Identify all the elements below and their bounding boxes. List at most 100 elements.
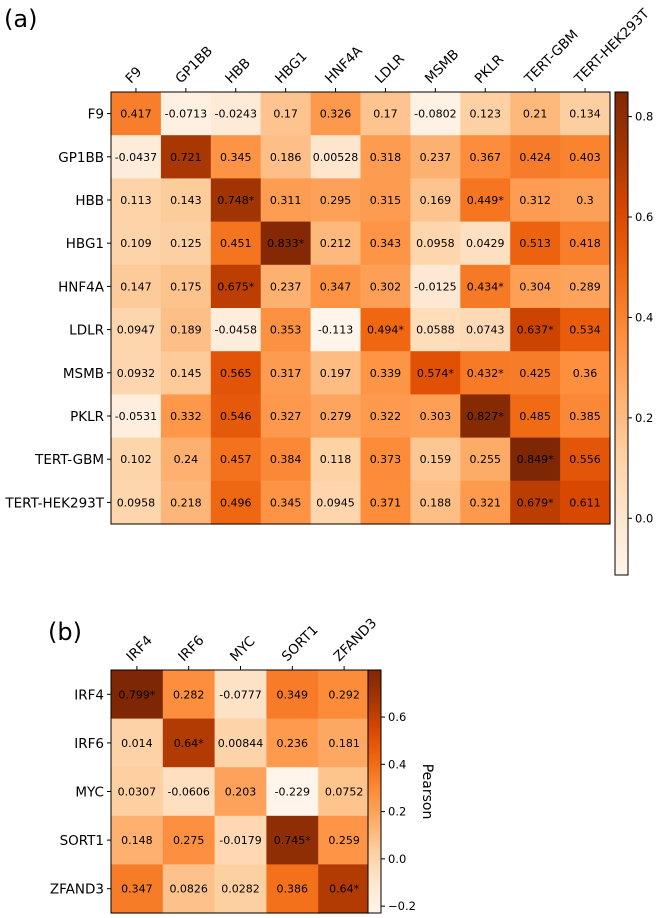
cell-value-label: 0.186 (270, 151, 302, 164)
x-tick-label: LDLR (372, 51, 408, 87)
heatmap-cell (410, 308, 461, 352)
heatmap-cell (210, 480, 262, 525)
heatmap-cell (111, 480, 162, 525)
cell-value-label: 0.014 (121, 737, 153, 750)
heatmap-cell (160, 221, 212, 266)
heatmap-cell (318, 767, 371, 817)
cell-value-label: 0.384 (270, 453, 302, 466)
cell-value-label: 0.0945 (316, 496, 355, 509)
heatmap-cell (260, 308, 312, 352)
cell-value-label: 0.451 (220, 237, 252, 250)
heatmap-cell (460, 92, 511, 136)
cell-value-label: 0.637* (517, 324, 554, 337)
cell-value-label: 0.148 (121, 834, 153, 847)
colorbar-panel-a: 0.00.20.40.60.8Pearson (614, 91, 667, 576)
heatmap-cell (266, 718, 319, 768)
heatmap-cell (360, 221, 411, 266)
heatmap-cell (510, 92, 561, 136)
heatmap-cell (162, 815, 216, 865)
cell-value-label: 0.345 (270, 496, 302, 509)
heatmap-cell (560, 92, 611, 136)
heatmap-cell (360, 351, 411, 395)
heatmap-cell (260, 135, 312, 179)
heatmap-cell (560, 480, 611, 525)
heatmap-cell (111, 394, 162, 439)
cell-value-label: -0.0777 (219, 688, 261, 701)
x-tick-label: MYC (227, 633, 259, 665)
heatmap-cell (310, 135, 362, 179)
cell-value-label: 0.675* (217, 280, 254, 293)
heatmap-cell (460, 178, 511, 223)
cell-value-label: 0.327 (270, 410, 302, 423)
y-tick-label: PKLR (70, 409, 104, 425)
cell-value-label: 0.292 (328, 688, 360, 701)
cell-value-label: 0.347 (121, 883, 153, 896)
colorbar-tick-label: 0.8 (635, 110, 653, 124)
heatmap-panel-b: 0.799* 0.282 -0.0777 0.349 0.292 0.014 0.64* 0.… (50, 615, 381, 914)
heatmap-cell (560, 394, 611, 439)
heatmap-cell (310, 351, 362, 395)
cell-value-label: 0.496 (220, 496, 252, 509)
heatmap-cell (260, 178, 312, 223)
cell-value-label: 0.546 (220, 410, 252, 423)
x-tick-label: MSMB (422, 46, 462, 86)
heatmap-cell (111, 437, 162, 482)
cell-value-label: 0.175 (170, 280, 202, 293)
heatmap-cell (260, 351, 312, 395)
cell-value-label: 0.236 (277, 737, 309, 750)
cell-value-label: 0.134 (569, 108, 601, 121)
x-tick-label: HBB (222, 55, 254, 87)
heatmap-cell (310, 480, 362, 525)
heatmap-cell (360, 92, 411, 136)
y-tick-label: MSMB (63, 366, 104, 382)
heatmap-cell (410, 394, 461, 439)
heatmap-cell (260, 394, 312, 439)
x-tick-label: ZFAND3 (331, 615, 381, 665)
cell-value-label: 0.353 (270, 324, 302, 337)
heatmap-cell (318, 718, 371, 768)
y-tick-label: GP1BB (58, 150, 104, 166)
panel-label-b: (b) (48, 618, 82, 646)
cell-value-label: 0.203 (225, 786, 257, 799)
heatmap-cell (510, 221, 561, 266)
cell-value-label: 0.679* (517, 496, 554, 509)
heatmap-cell (410, 351, 461, 395)
x-tick-label: SORT1 (279, 622, 322, 665)
cell-value-label: 0.255 (470, 453, 502, 466)
cell-value-label: 0.36 (573, 367, 598, 380)
y-tick-label: LDLR (69, 323, 104, 339)
cell-value-label: 0.0826 (169, 883, 208, 896)
heatmap-cell (266, 815, 319, 865)
heatmap-cell (460, 394, 511, 439)
cell-value-label: 0.279 (320, 410, 352, 423)
heatmap-cell (460, 480, 511, 525)
cell-value-label: -0.0243 (215, 108, 257, 121)
cell-value-label: 0.311 (270, 194, 302, 207)
heatmap-cell (310, 221, 362, 266)
y-tick-label: ZFAND3 (50, 882, 104, 898)
cell-value-label: 0.17 (373, 108, 398, 121)
heatmap-cell (111, 767, 164, 817)
heatmap-cell (360, 308, 411, 352)
heatmap-cell (310, 437, 362, 482)
heatmap-cell (560, 437, 611, 482)
cell-value-label: 0.24 (174, 453, 199, 466)
cell-value-label: 0.386 (277, 883, 309, 896)
cell-value-label: 0.109 (120, 237, 152, 250)
colorbar (367, 669, 382, 914)
cell-value-label: 0.237 (420, 151, 452, 164)
cell-value-label: 0.721 (170, 151, 202, 164)
heatmap-cell (111, 308, 162, 352)
colorbar-tick-label: 0.6 (388, 710, 406, 724)
cell-value-label: 0.102 (120, 453, 152, 466)
cell-value-label: 0.326 (320, 108, 352, 121)
x-tick-label: HNF4A (322, 43, 366, 87)
cell-value-label: 0.565 (220, 367, 252, 380)
y-tick-label: HBG1 (66, 236, 104, 252)
cell-value-label: 0.343 (370, 237, 402, 250)
cell-value-label: 0.181 (328, 737, 360, 750)
cell-value-label: -0.0802 (414, 108, 456, 121)
cell-value-label: 0.304 (519, 280, 551, 293)
heatmap-cell (210, 308, 262, 352)
cell-value-label: -0.0179 (219, 834, 261, 847)
